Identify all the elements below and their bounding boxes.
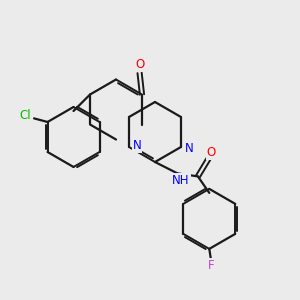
- Text: O: O: [207, 146, 216, 159]
- Text: N: N: [133, 139, 142, 152]
- Text: F: F: [208, 259, 215, 272]
- Text: O: O: [135, 58, 144, 71]
- Text: NH: NH: [172, 173, 190, 187]
- Text: Cl: Cl: [19, 109, 31, 122]
- Text: N: N: [185, 142, 194, 155]
